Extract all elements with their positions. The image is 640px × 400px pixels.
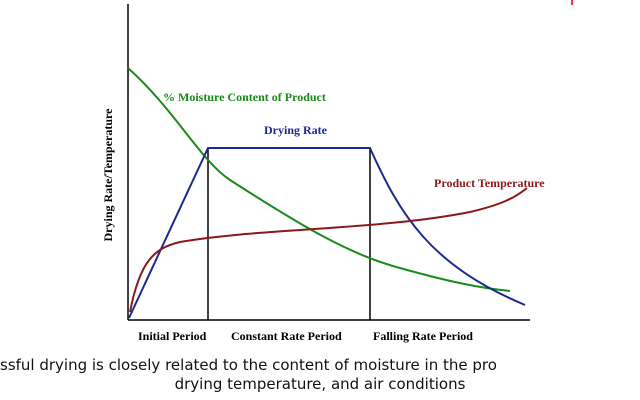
- curve-label: Drying Rate: [264, 123, 328, 137]
- period-label: Falling Rate Period: [373, 329, 473, 343]
- period-label: Constant Rate Period: [231, 329, 342, 343]
- caption: ssful drying is closely related to the c…: [0, 356, 497, 374]
- temperature-curve: [129, 187, 528, 313]
- period-label: Initial Period: [138, 329, 207, 343]
- y-axis-label: Drying Rate/Temperature: [101, 108, 115, 242]
- caption: drying temperature, and air conditions: [175, 375, 466, 393]
- curve-label: % Moisture Content of Product: [163, 90, 326, 104]
- curve-label: Product Temperature: [434, 176, 545, 190]
- drying-rate-curve: [128, 147, 526, 319]
